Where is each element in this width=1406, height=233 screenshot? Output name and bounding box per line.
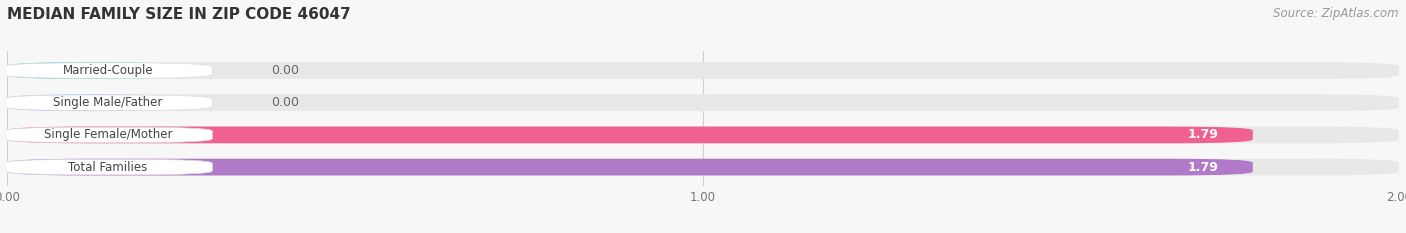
Text: 1.79: 1.79 xyxy=(1187,128,1218,141)
Text: MEDIAN FAMILY SIZE IN ZIP CODE 46047: MEDIAN FAMILY SIZE IN ZIP CODE 46047 xyxy=(7,7,350,22)
FancyBboxPatch shape xyxy=(4,63,212,78)
FancyBboxPatch shape xyxy=(7,127,1253,143)
FancyBboxPatch shape xyxy=(7,62,1399,79)
FancyBboxPatch shape xyxy=(4,127,212,143)
FancyBboxPatch shape xyxy=(4,95,212,110)
Text: Married-Couple: Married-Couple xyxy=(63,64,153,77)
Text: 1.79: 1.79 xyxy=(1187,161,1218,174)
FancyBboxPatch shape xyxy=(7,127,1399,143)
Text: Single Male/Father: Single Male/Father xyxy=(53,96,163,109)
FancyBboxPatch shape xyxy=(7,159,1253,175)
FancyBboxPatch shape xyxy=(7,159,1399,175)
FancyBboxPatch shape xyxy=(7,62,174,79)
Text: Total Families: Total Families xyxy=(69,161,148,174)
Text: 0.00: 0.00 xyxy=(271,64,299,77)
FancyBboxPatch shape xyxy=(4,159,212,175)
FancyBboxPatch shape xyxy=(7,94,174,111)
Text: Source: ZipAtlas.com: Source: ZipAtlas.com xyxy=(1274,7,1399,20)
Text: 0.00: 0.00 xyxy=(271,96,299,109)
FancyBboxPatch shape xyxy=(7,94,1399,111)
Text: Single Female/Mother: Single Female/Mother xyxy=(44,128,172,141)
